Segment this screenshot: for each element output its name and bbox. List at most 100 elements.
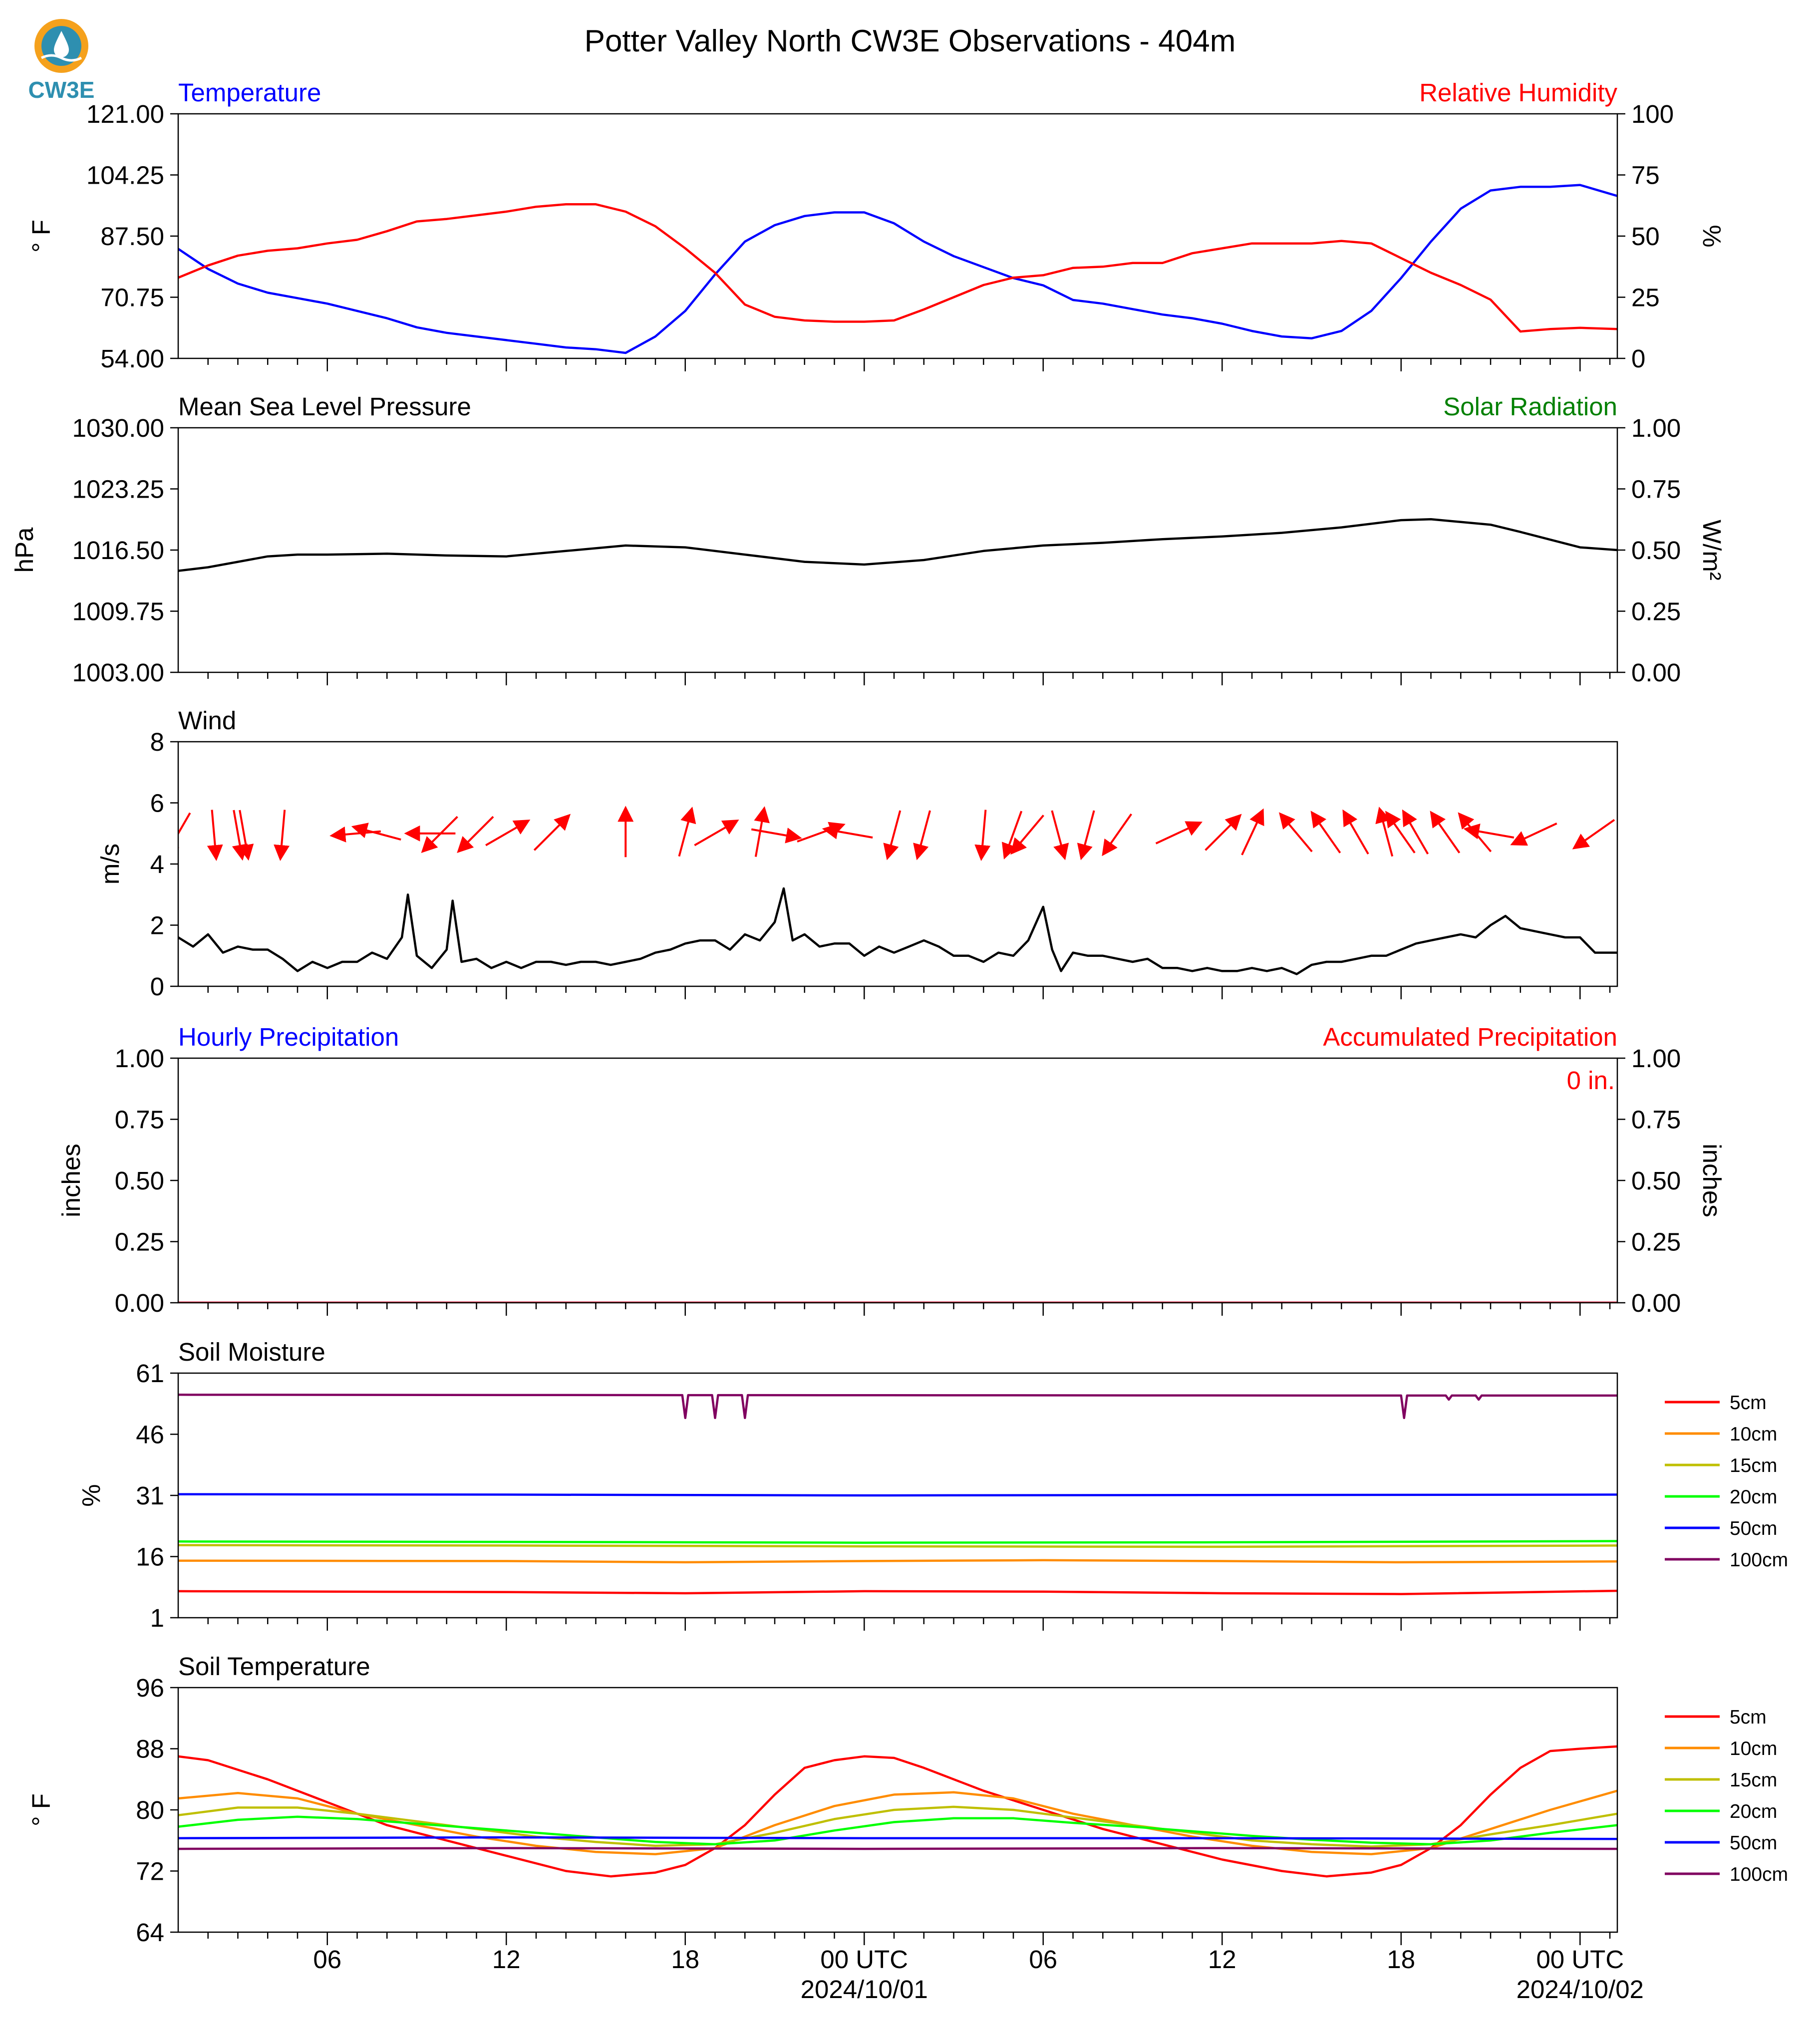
series-line-20cm — [178, 1815, 1617, 1846]
y-tick-label-right: 0.75 — [1631, 1106, 1681, 1134]
x-tick-label: 06 — [1029, 1945, 1057, 1974]
series-line-10cm — [178, 1559, 1617, 1564]
series-line-wind-speed — [178, 887, 1617, 975]
x-tick-label: 12 — [1208, 1945, 1236, 1974]
y-tick-label-right: 25 — [1631, 284, 1660, 312]
wind-vector-arrow — [533, 814, 571, 851]
y-tick-label: 0.25 — [115, 1228, 164, 1256]
y-axis-title-right: W/m² — [1698, 520, 1726, 580]
plot-area — [178, 1745, 1617, 1878]
series-line-50cm — [178, 1836, 1617, 1840]
legend-label: 100cm — [1730, 1549, 1788, 1571]
series-line-5cm — [178, 1745, 1617, 1878]
x-date-label: 2024/10/01 — [801, 1975, 928, 2004]
legend-label: 15cm — [1730, 1769, 1777, 1791]
plot-area — [178, 806, 1617, 975]
x-tick-label: 12 — [492, 1945, 521, 1974]
y-tick-label-right: 100 — [1631, 100, 1674, 128]
wind-vector-arrow — [1430, 811, 1461, 854]
wind-vector-arrow — [1278, 812, 1313, 853]
precip-total-annotation: 0 in. — [1567, 1066, 1615, 1095]
y-tick-label-right: 1.00 — [1631, 1044, 1681, 1073]
y-axis-title: m/s — [96, 844, 124, 884]
y-tick-label-right: 0.00 — [1631, 1289, 1681, 1317]
y-tick-label: 96 — [136, 1674, 164, 1702]
y-tick-label: 0.00 — [115, 1289, 164, 1317]
y-axis-title: % — [77, 1484, 105, 1506]
y-tick-label: 2 — [150, 911, 164, 940]
y-tick-label: 1 — [150, 1604, 164, 1632]
panel-temp_rh: Temperature Relative Humidity 54.00 70.75 87… — [27, 78, 1726, 373]
panel-title-right: Solar Radiation — [1443, 392, 1617, 421]
y-tick-label: 0.75 — [115, 1106, 164, 1134]
wind-vector-arrow — [1077, 810, 1095, 861]
wind-vector-arrow — [1155, 821, 1203, 845]
series-line-20cm — [178, 1540, 1617, 1544]
series-line-50cm — [178, 1493, 1617, 1497]
y-tick-label: 0.50 — [115, 1166, 164, 1195]
x-date-label: 2024/10/02 — [1517, 1975, 1644, 2004]
plot-area — [178, 184, 1617, 354]
series-line-15cm — [178, 1805, 1617, 1848]
y-axis-title-right: inches — [1698, 1144, 1726, 1217]
logo-text: CW3E — [28, 77, 95, 103]
plot-frame — [177, 1057, 1618, 1304]
y-axis-title-right: % — [1698, 225, 1726, 247]
wind-vector-arrow — [1010, 815, 1044, 855]
wind-vector-arrow — [421, 816, 458, 853]
wind-vector-arrow — [797, 822, 846, 843]
x-tick-label: 06 — [313, 1945, 341, 1974]
legend-label: 20cm — [1730, 1486, 1777, 1508]
series-line-10cm — [178, 1789, 1617, 1856]
wind-vector-arrow — [913, 810, 931, 861]
y-tick-label: 1003.00 — [72, 658, 164, 687]
y-tick-label-right: 0.50 — [1631, 1166, 1681, 1195]
wind-vector-arrow — [1385, 811, 1416, 854]
y-tick-label: 0 — [150, 972, 164, 1001]
panel-title-left: Temperature — [178, 78, 321, 107]
wind-vector-arrow — [822, 823, 873, 840]
wind-vector-arrow — [974, 810, 991, 862]
legend-label: 50cm — [1730, 1832, 1777, 1854]
panel-title-left: Soil Temperature — [178, 1652, 370, 1681]
y-tick-label-right: 50 — [1631, 222, 1660, 251]
panel-soil_temperature: Soil Temperature 64 72 80 88 96 ° F 5cm 10cm 15cm… — [27, 1652, 1788, 1947]
wind-vector-arrow — [1510, 822, 1557, 846]
legend-label: 50cm — [1730, 1518, 1777, 1539]
panel-title-left: Soil Moisture — [178, 1338, 325, 1366]
panels: Temperature Relative Humidity54.0070.7587… — [10, 78, 1788, 2004]
x-tick-label: 18 — [671, 1945, 699, 1974]
panel-title-left: Hourly Precipitation — [178, 1023, 399, 1051]
y-tick-label-right: 0.00 — [1631, 658, 1681, 687]
wind-vector-arrow — [694, 820, 739, 847]
y-tick-label: 80 — [136, 1796, 164, 1824]
plot-frame — [177, 1687, 1618, 1933]
plot-area — [178, 1394, 1617, 1595]
y-tick-label-right: 0.25 — [1631, 597, 1681, 626]
panel-title-left: Mean Sea Level Pressure — [178, 392, 471, 421]
wind-vector-arrow — [1102, 813, 1133, 857]
y-axis-title: hPa — [10, 527, 38, 573]
plot-frame — [177, 427, 1618, 673]
series-line-temperature — [178, 184, 1617, 354]
wind-vector-arrow — [238, 810, 254, 861]
x-tick-label: 18 — [1387, 1945, 1415, 1974]
y-tick-label: 70.75 — [100, 284, 164, 312]
wind-vector-arrow — [351, 823, 401, 841]
cw3e-logo: CW3E — [28, 19, 95, 103]
wind-vector-arrow — [457, 816, 494, 853]
panel-soil_moisture: Soil Moisture 1 16 31 46 61% 5cm 10cm 15cm 20cm 50… — [77, 1338, 1788, 1632]
panel-title-left: Wind — [178, 706, 236, 735]
wind-vector-arrow — [754, 806, 770, 857]
panel-title-right: Relative Humidity — [1419, 78, 1617, 107]
series-line-mean-sea-level-pressure — [178, 518, 1617, 572]
figure-title: Potter Valley North CW3E Observations - … — [585, 24, 1236, 58]
y-tick-label: 16 — [136, 1543, 164, 1571]
y-tick-label: 1030.00 — [72, 414, 164, 442]
legend-label: 100cm — [1730, 1864, 1788, 1885]
wind-vector-arrow — [1572, 819, 1615, 850]
wind-vector-arrow — [1463, 823, 1515, 840]
legend-label: 15cm — [1730, 1455, 1777, 1476]
y-tick-label-right: 0.25 — [1631, 1228, 1681, 1256]
plot-frame — [177, 741, 1618, 987]
